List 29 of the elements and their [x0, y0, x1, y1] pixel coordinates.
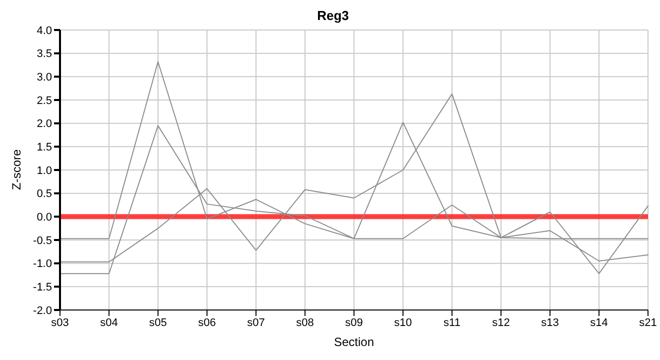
y-tick-label: 3.5 — [36, 48, 52, 60]
x-tick-label: s13 — [541, 316, 559, 329]
y-tick-label: 0.5 — [36, 188, 52, 200]
y-tick-label: 4.0 — [36, 24, 52, 37]
x-tick-label: s08 — [296, 316, 314, 329]
x-tick-label: s10 — [394, 316, 412, 329]
y-tick-label: 1.0 — [36, 164, 52, 177]
x-tick-label: s14 — [590, 316, 608, 329]
x-tick-label: s21 — [639, 316, 657, 329]
y-axis-title: Z-score — [9, 149, 24, 190]
y-tick-label: 2.5 — [36, 94, 52, 107]
x-tick-label: s07 — [247, 316, 265, 329]
y-tick-label: 1.5 — [36, 142, 52, 154]
y-tick-label: -1.5 — [33, 282, 52, 294]
x-tick-label: s11 — [444, 316, 460, 329]
x-tick-label: s06 — [198, 316, 216, 329]
chart-title: Reg3 — [316, 8, 350, 25]
y-tick-label: 2.0 — [36, 118, 52, 130]
x-tick-label: s04 — [100, 316, 118, 329]
x-tick-label: s05 — [149, 316, 167, 329]
y-tick-label: -0.5 — [33, 234, 52, 247]
y-tick-label: -2.0 — [33, 304, 52, 317]
x-tick-label: s09 — [345, 316, 363, 329]
y-tick-label: 0.0 — [36, 212, 52, 224]
y-tick-label: 3.0 — [36, 72, 52, 84]
y-tick-label: -1.0 — [33, 258, 52, 270]
x-tick-label: s12 — [492, 316, 510, 329]
x-axis-title: Section — [334, 335, 374, 349]
x-tick-label: s03 — [51, 316, 69, 329]
